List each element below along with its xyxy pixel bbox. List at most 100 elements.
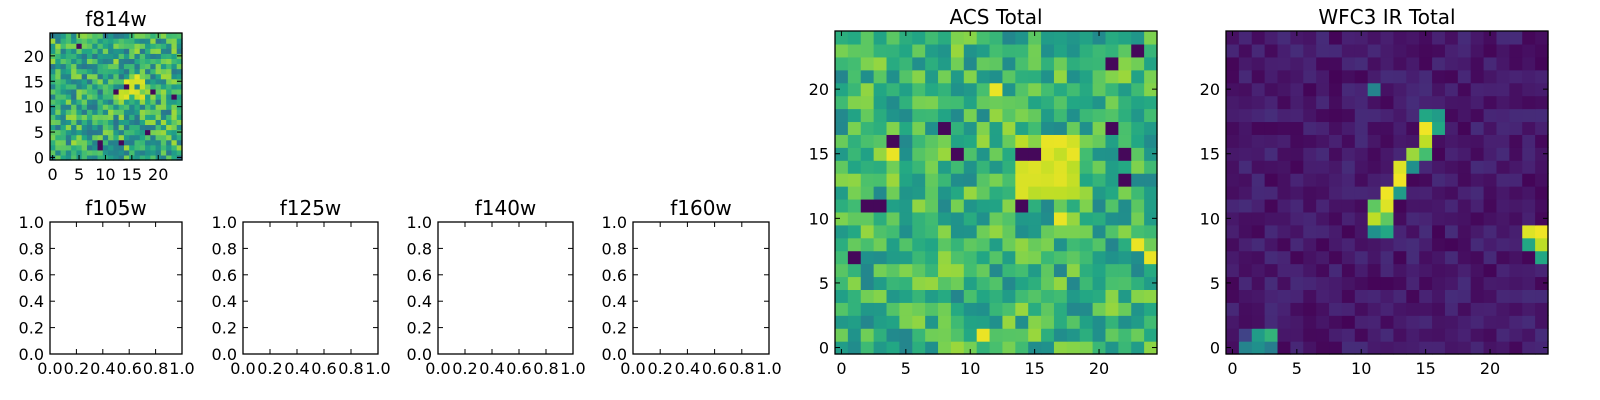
heatmap-cell xyxy=(1015,198,1029,213)
heatmap-cell xyxy=(1522,134,1536,148)
heatmap-cell xyxy=(1264,302,1279,316)
heatmap-cell xyxy=(1028,211,1042,226)
heatmap-cell xyxy=(912,289,926,303)
heatmap-cell xyxy=(963,121,978,135)
heatmap-cell xyxy=(1535,160,1549,174)
heatmap-cell xyxy=(1522,302,1536,316)
heatmap-cell xyxy=(1393,224,1407,239)
heatmap-cell xyxy=(1226,69,1240,84)
heatmap-cell xyxy=(1105,315,1119,329)
heatmap-cell xyxy=(873,134,888,148)
heatmap-cell xyxy=(1329,186,1343,200)
y-tick-label: 0.0 xyxy=(212,345,237,364)
heatmap-cell xyxy=(886,95,900,110)
heatmap-cell xyxy=(129,63,136,70)
heatmap-cell xyxy=(1226,263,1240,278)
heatmap-cell xyxy=(1393,95,1407,110)
heatmap-cell xyxy=(938,263,952,278)
heatmap-cell xyxy=(1444,341,1459,355)
heatmap-cell xyxy=(97,38,104,44)
heatmap-cell xyxy=(1066,328,1081,342)
heatmap-cell xyxy=(989,237,1004,252)
heatmap-cell xyxy=(1341,31,1356,45)
heatmap-cell xyxy=(81,124,88,131)
heatmap-cell xyxy=(1238,276,1253,290)
heatmap-cell xyxy=(166,154,173,161)
heatmap-cell xyxy=(160,149,167,156)
heatmap-cell xyxy=(1329,224,1343,239)
y-tick-label: 10 xyxy=(1200,209,1220,228)
heatmap-cell xyxy=(1496,263,1510,278)
heatmap-cell xyxy=(976,224,991,239)
heatmap-cell xyxy=(76,78,83,85)
heatmap-cell xyxy=(123,144,130,151)
heatmap-cell xyxy=(873,121,888,135)
heatmap-cell xyxy=(1535,211,1549,226)
heatmap-cell xyxy=(899,263,913,278)
heatmap-cell xyxy=(86,119,93,126)
heatmap-cell xyxy=(1251,121,1266,135)
heatmap-cell xyxy=(1341,82,1356,97)
heatmap-cell xyxy=(65,139,72,146)
heatmap-cell xyxy=(1457,121,1472,135)
heatmap-cell xyxy=(1053,289,1068,303)
heatmap-cell xyxy=(925,198,939,213)
heatmap-cell xyxy=(50,134,56,141)
heatmap-cell xyxy=(1277,263,1291,278)
heatmap-cell xyxy=(886,276,900,290)
heatmap-cell xyxy=(950,211,965,226)
heatmap-cell xyxy=(1066,121,1081,135)
heatmap-cell xyxy=(123,73,130,80)
heatmap-cell xyxy=(92,144,99,151)
heatmap-cell xyxy=(150,149,157,156)
heatmap-cell xyxy=(1535,263,1549,278)
heatmap-cell xyxy=(50,83,56,90)
heatmap-cell xyxy=(1380,82,1395,97)
heatmap-cell xyxy=(860,224,875,239)
heatmap-cell xyxy=(176,48,183,54)
heatmap-cell xyxy=(1015,341,1029,355)
heatmap-cell xyxy=(938,95,952,110)
heatmap-cell xyxy=(166,78,173,85)
heatmap-cell xyxy=(1367,82,1382,97)
heatmap-cell xyxy=(1264,276,1279,290)
heatmap-cell xyxy=(1002,341,1016,355)
heatmap-cell xyxy=(1238,224,1253,239)
heatmap-cell xyxy=(1522,250,1536,265)
heatmap-cell xyxy=(129,129,136,136)
heatmap-cell xyxy=(160,38,167,44)
heatmap-cell xyxy=(1303,121,1317,135)
heatmap-cell xyxy=(1028,69,1042,84)
heatmap-cell xyxy=(1522,82,1536,97)
heatmap-cell xyxy=(176,88,183,95)
heatmap-cell xyxy=(123,93,130,100)
heatmap-cell xyxy=(1041,263,1055,278)
heatmap-cell xyxy=(1066,276,1081,290)
heatmap-cell xyxy=(129,93,136,100)
heatmap-cell xyxy=(171,33,178,39)
heatmap-cell xyxy=(989,315,1004,329)
heatmap-cell xyxy=(76,129,83,136)
heatmap-cell xyxy=(102,149,109,156)
heatmap-cell xyxy=(1290,108,1304,123)
heatmap-cell xyxy=(1238,121,1253,135)
heatmap-cell xyxy=(129,73,136,80)
heatmap-cell xyxy=(1290,147,1304,161)
heatmap-cell xyxy=(71,139,77,146)
heatmap-cell xyxy=(71,104,77,110)
heatmap-cell xyxy=(97,58,104,65)
heatmap-cell xyxy=(1496,69,1510,84)
heatmap-cell xyxy=(171,48,178,54)
heatmap-cell xyxy=(1277,198,1291,213)
heatmap-cell xyxy=(1066,43,1081,58)
y-tick-label: 1.0 xyxy=(602,213,627,232)
y-tick-label: 0.6 xyxy=(19,266,44,285)
heatmap-cell xyxy=(123,109,130,115)
heatmap-cell xyxy=(1367,43,1382,58)
heatmap-cell xyxy=(171,144,178,151)
heatmap-cell xyxy=(129,114,136,120)
heatmap-cell xyxy=(899,56,913,71)
heatmap-cell xyxy=(1316,289,1330,303)
heatmap-cell xyxy=(1457,198,1472,213)
